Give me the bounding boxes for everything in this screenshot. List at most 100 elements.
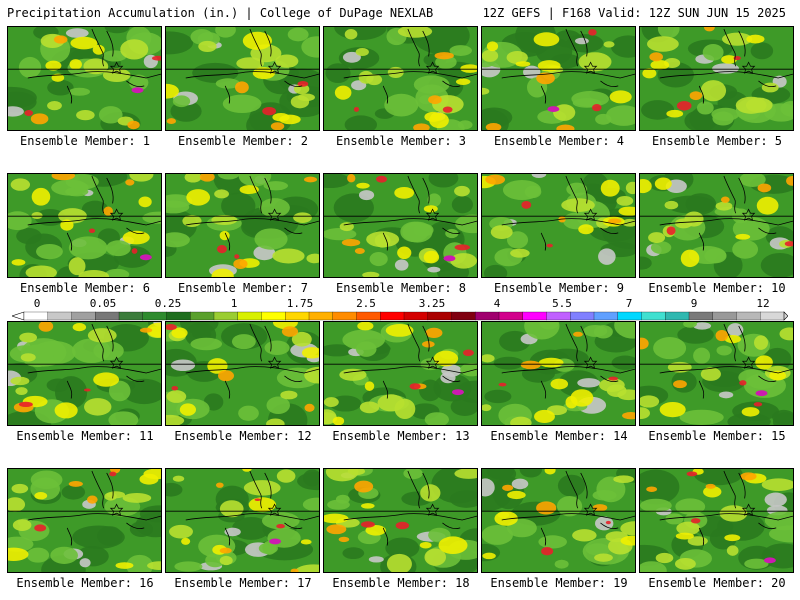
colorbar-swatch: [332, 311, 357, 321]
colorbar-swatch: [190, 311, 215, 321]
precip-map: [482, 174, 635, 277]
colorbar-swatch: [95, 311, 120, 321]
precip-map: [166, 27, 319, 130]
colorbar-swatch: [356, 311, 381, 321]
colorbar-swatch: [237, 311, 262, 321]
colorbar-swatch: [142, 311, 167, 321]
precip-map: [482, 27, 635, 130]
ensemble-member-panel: [7, 173, 162, 278]
colorbar-swatch: [641, 311, 666, 321]
ensemble-member-panel: [481, 468, 636, 573]
colorbar-tick-label: 4: [493, 297, 501, 310]
precip-map: [324, 174, 477, 277]
ensemble-member-label: Ensemble Member: 9: [493, 281, 625, 295]
colorbar-swatch: [570, 311, 595, 321]
ensemble-member-panel: [7, 321, 162, 426]
ensemble-member-panel: [639, 468, 794, 573]
precip-map: [324, 469, 477, 572]
colorbar-left-arrow: [12, 311, 25, 321]
ensemble-member-label: Ensemble Member: 19: [490, 576, 628, 590]
colorbar-tick-label: 12: [756, 297, 770, 310]
ensemble-member-label: Ensemble Member: 20: [648, 576, 786, 590]
ensemble-member-label: Ensemble Member: 2: [177, 134, 309, 148]
colorbar-swatch: [380, 311, 405, 321]
colorbar-tick-label: 5.5: [552, 297, 572, 310]
colorbar-swatch: [498, 311, 524, 321]
colorbar-swatch: [47, 311, 72, 321]
colorbar-swatch: [213, 311, 239, 321]
ensemble-member-label: Ensemble Member: 7: [177, 281, 309, 295]
precip-map: [640, 27, 793, 130]
colorbar-swatch: [665, 311, 690, 321]
ensemble-member-label: Ensemble Member: 6: [19, 281, 151, 295]
colorbar-tick-label: 1.75: [286, 297, 314, 310]
ensemble-member-label: Ensemble Member: 13: [332, 429, 470, 443]
colorbar-swatch: [427, 311, 452, 321]
precip-map: [8, 27, 161, 130]
ensemble-member-panel: [639, 321, 794, 426]
colorbar-tick-label: 7: [625, 297, 633, 310]
ensemble-member-label: Ensemble Member: 1: [19, 134, 151, 148]
precip-map: [8, 322, 161, 425]
ensemble-member-label: Ensemble Member: 8: [335, 281, 467, 295]
precipitation-colorbar: [12, 311, 788, 321]
ensemble-member-panel: [639, 173, 794, 278]
ensemble-member-label: Ensemble Member: 11: [16, 429, 154, 443]
ensemble-member-label: Ensemble Member: 15: [648, 429, 786, 443]
ensemble-member-panel: [7, 26, 162, 131]
colorbar-tick-label: 2.5: [356, 297, 376, 310]
colorbar-swatch: [118, 311, 144, 321]
colorbar-swatch: [166, 311, 191, 321]
colorbar-swatch: [71, 311, 96, 321]
precip-map: [8, 174, 161, 277]
ensemble-member-label: Ensemble Member: 14: [490, 429, 628, 443]
model-valid-time: 12Z GEFS | F168 Valid: 12Z SUN JUN 15 20…: [482, 6, 786, 20]
ensemble-member-panel: [165, 321, 320, 426]
ensemble-member-label: Ensemble Member: 18: [332, 576, 470, 590]
ensemble-member-label: Ensemble Member: 12: [174, 429, 312, 443]
ensemble-member-panel: [165, 26, 320, 131]
ensemble-member-panel: [323, 173, 478, 278]
colorbar-tick-label: 9: [690, 297, 698, 310]
precip-map: [640, 469, 793, 572]
precip-map: [324, 27, 477, 130]
colorbar-tick-label: 1: [230, 297, 238, 310]
colorbar-swatch: [23, 311, 49, 321]
colorbar-swatch: [736, 311, 761, 321]
ensemble-member-panel: [323, 26, 478, 131]
ensemble-member-panel: [165, 468, 320, 573]
colorbar-swatch: [403, 311, 429, 321]
colorbar-swatch: [261, 311, 286, 321]
precip-map: [640, 322, 793, 425]
colorbar-swatch: [688, 311, 714, 321]
ensemble-member-panel: [323, 468, 478, 573]
colorbar-tick-label: 0: [33, 297, 41, 310]
ensemble-member-panel: [639, 26, 794, 131]
ensemble-member-panel: [165, 173, 320, 278]
colorbar-swatch: [617, 311, 642, 321]
colorbar-swatch: [475, 311, 500, 321]
ensemble-member-label: Ensemble Member: 4: [493, 134, 625, 148]
precip-map: [166, 174, 319, 277]
precip-map: [324, 322, 477, 425]
precip-map: [482, 322, 635, 425]
precip-map: [640, 174, 793, 277]
colorbar-swatch: [760, 311, 785, 321]
colorbar-tick-label: 0.25: [154, 297, 182, 310]
colorbar-swatch: [451, 311, 476, 321]
colorbar-tick-label: 3.25: [418, 297, 446, 310]
ensemble-member-label: Ensemble Member: 17: [174, 576, 312, 590]
precip-map: [166, 469, 319, 572]
ensemble-member-label: Ensemble Member: 3: [335, 134, 467, 148]
precip-map: [482, 469, 635, 572]
colorbar-swatch: [712, 311, 737, 321]
colorbar-swatch: [285, 311, 310, 321]
ensemble-member-panel: [481, 173, 636, 278]
colorbar-swatch: [308, 311, 334, 321]
ensemble-member-label: Ensemble Member: 5: [651, 134, 783, 148]
ensemble-member-label: Ensemble Member: 10: [648, 281, 786, 295]
ensemble-member-panel: [481, 26, 636, 131]
colorbar-swatch: [546, 311, 571, 321]
colorbar-tick-label: 0.05: [89, 297, 117, 310]
precip-map: [8, 469, 161, 572]
